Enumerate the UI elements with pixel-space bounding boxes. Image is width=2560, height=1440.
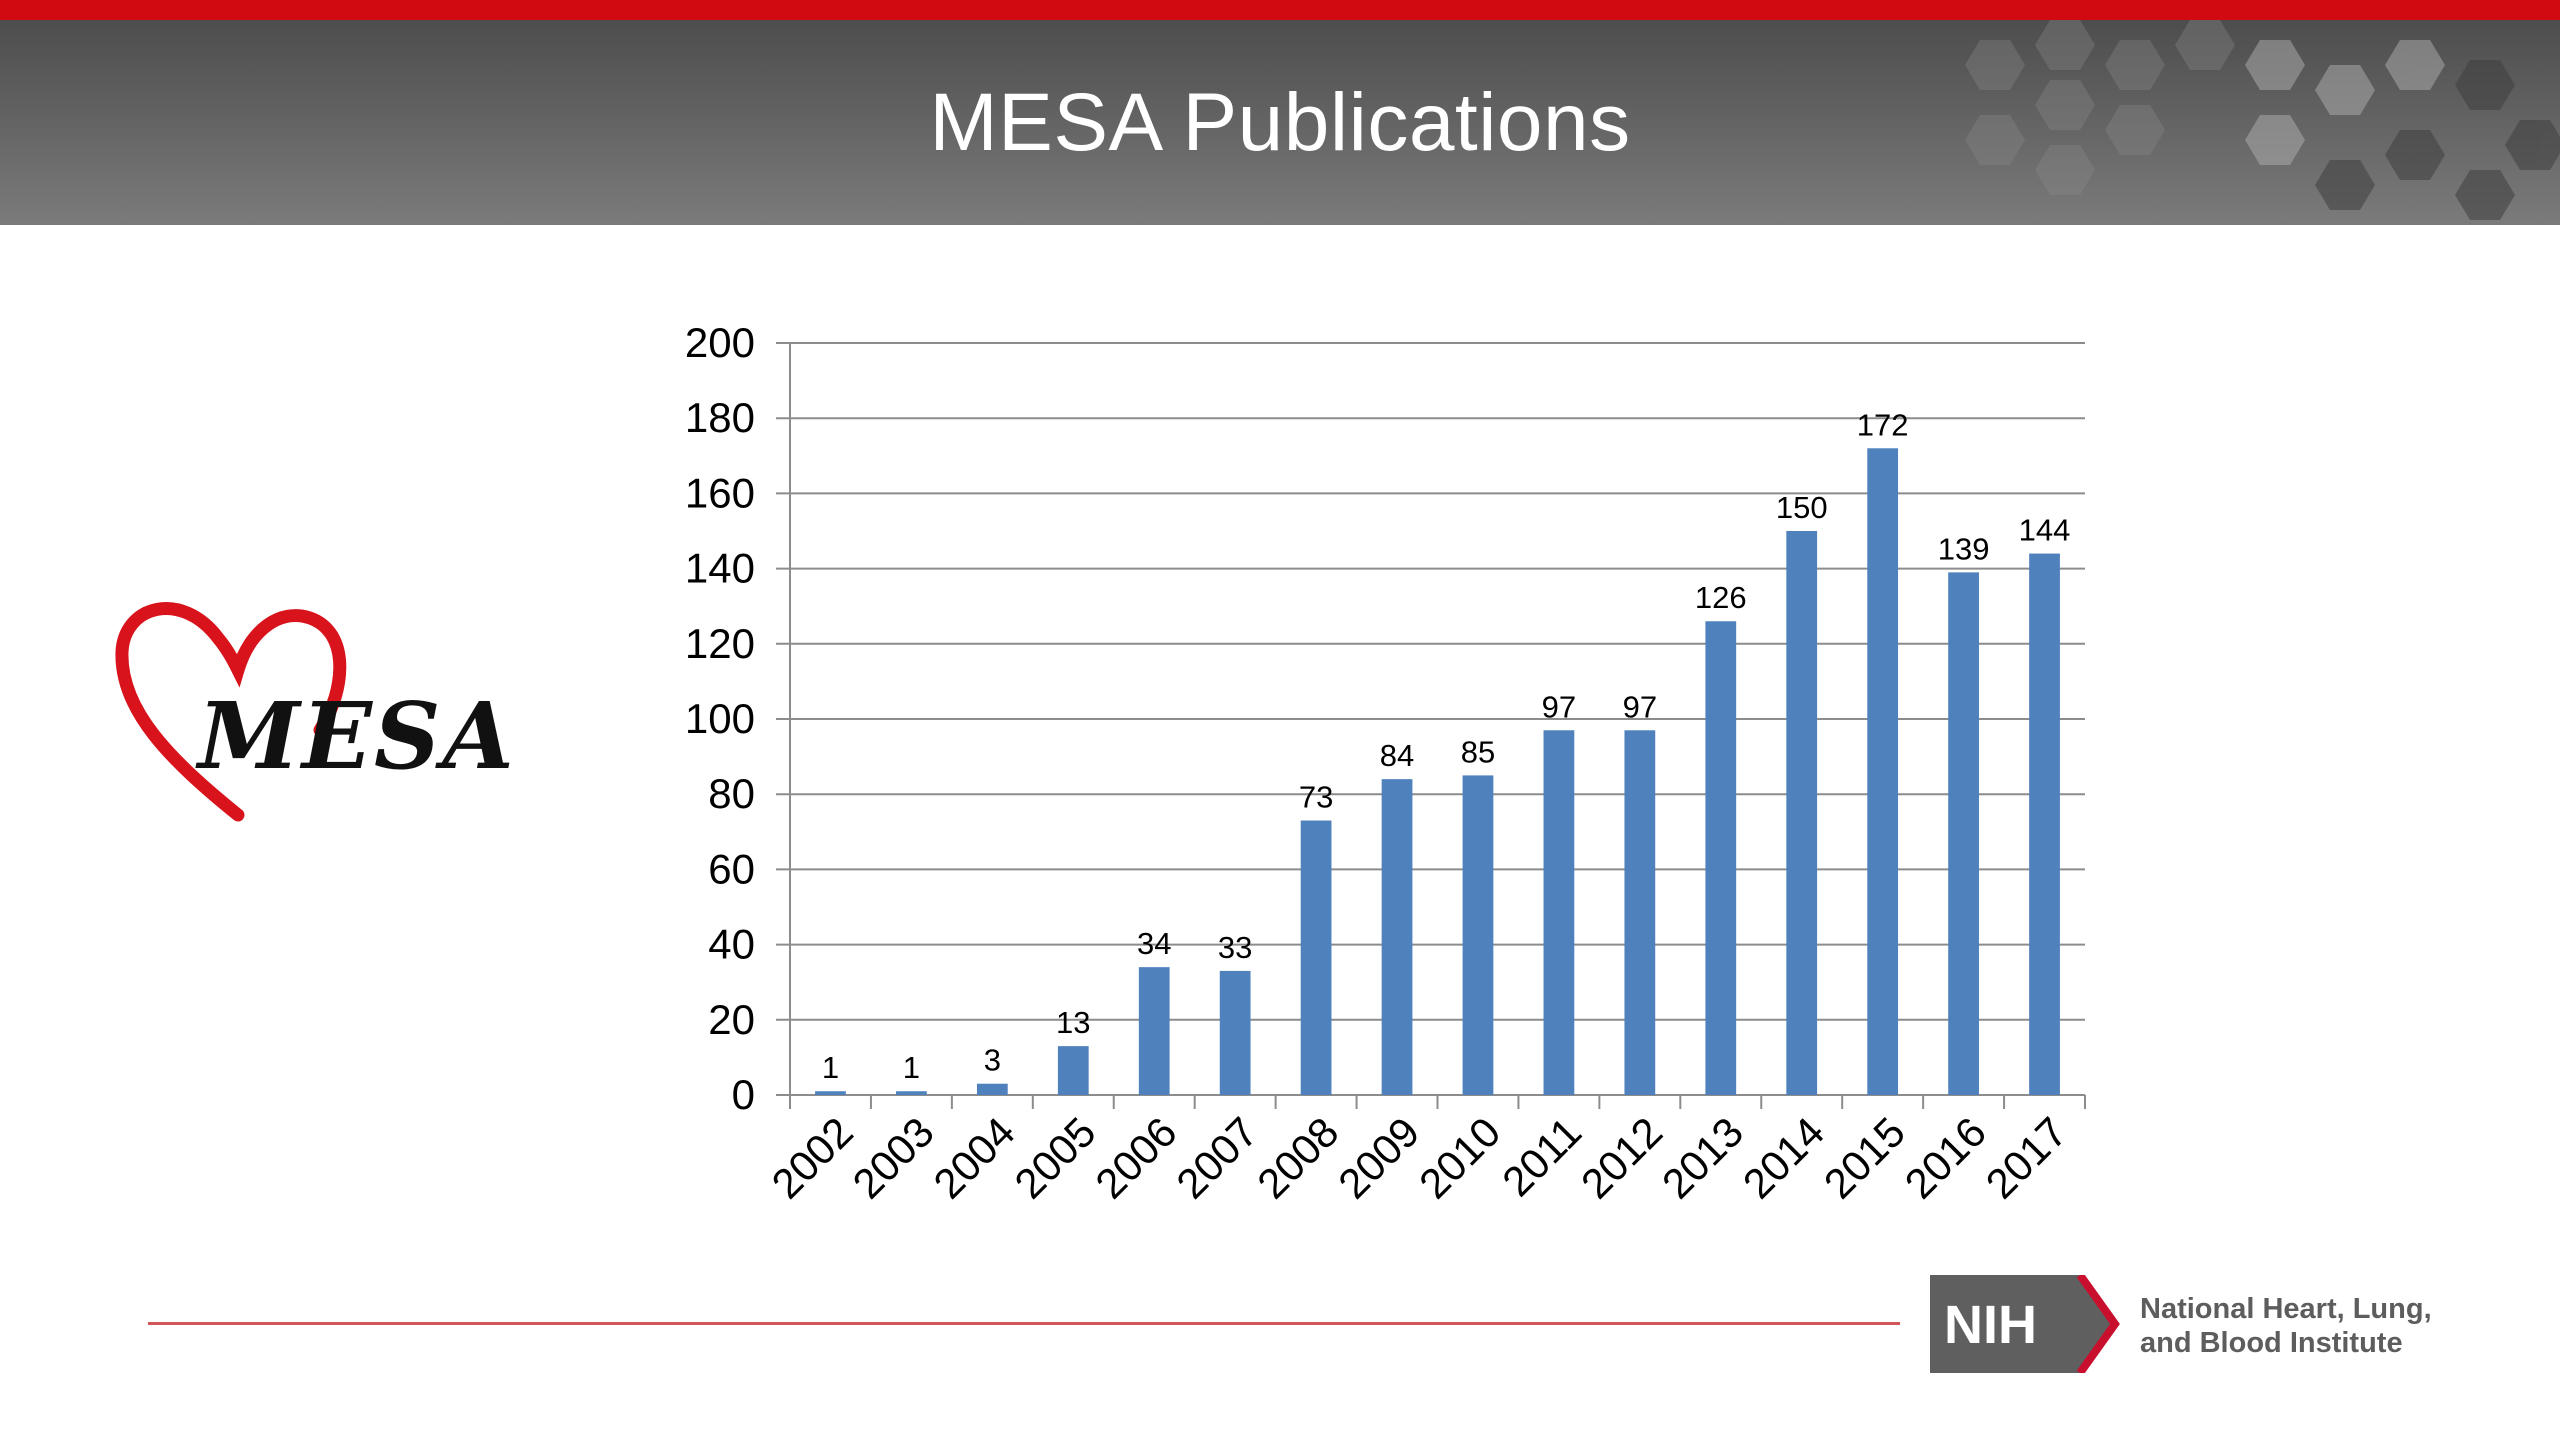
mesa-logo-text: MESA: [195, 682, 510, 790]
y-tick-label: 200: [685, 319, 755, 366]
x-tick-label: 2007: [1167, 1108, 1266, 1207]
bar: [896, 1091, 927, 1095]
institute-name: National Heart, Lung, and Blood Institut…: [2140, 1292, 2500, 1360]
y-tick-label: 60: [708, 845, 755, 892]
data-label: 144: [2019, 513, 2071, 548]
bars: [815, 448, 2060, 1095]
bar: [1462, 775, 1494, 1095]
data-label: 13: [1056, 1005, 1090, 1040]
data-label: 3: [984, 1043, 1001, 1078]
bar: [1057, 1046, 1089, 1095]
data-label: 139: [1938, 531, 1990, 566]
data-label: 172: [1857, 407, 1909, 442]
y-tick-label: 40: [708, 921, 755, 968]
bar: [1867, 448, 1899, 1095]
y-tick-labels: 0 20 40 60 80 100 120 140 160 180 200: [685, 319, 755, 1118]
x-tick-label: 2016: [1896, 1108, 1995, 1207]
x-tick-label: 2005: [1005, 1108, 1104, 1207]
bar: [1705, 621, 1737, 1095]
bar: [976, 1083, 1008, 1095]
slide-header: MESA Publications: [0, 20, 2560, 225]
institute-name-line-2: and Blood Institute: [2140, 1327, 2403, 1359]
mesa-logo: MESA: [115, 602, 510, 822]
x-tick-label: 2002: [763, 1108, 862, 1207]
data-label: 97: [1623, 689, 1657, 724]
y-tick-label: 140: [685, 545, 755, 592]
bar: [1138, 967, 1170, 1095]
data-label: 73: [1299, 780, 1333, 815]
heart-icon: [115, 602, 347, 822]
nih-logo: NIH: [1930, 1275, 2120, 1373]
x-tick-label: 2006: [1086, 1108, 1185, 1207]
hexagon-pattern: [1965, 20, 2560, 220]
bar: [1543, 730, 1575, 1095]
bar: [1948, 572, 1979, 1095]
bar: [1624, 730, 1656, 1095]
x-tick-label: 2015: [1815, 1108, 1914, 1207]
x-tick-label: 2012: [1572, 1108, 1671, 1207]
slide-title: MESA Publications: [929, 76, 1631, 168]
x-tick-label: 2003: [843, 1108, 942, 1207]
y-tick-label: 120: [685, 620, 755, 667]
nih-badge-text: NIH: [1944, 1295, 2037, 1355]
data-label: 1: [903, 1050, 920, 1085]
bar: [1786, 531, 1818, 1095]
bar: [1219, 970, 1251, 1095]
data-label: 34: [1137, 926, 1171, 961]
data-label: 150: [1776, 490, 1828, 525]
y-tick-label: 100: [685, 695, 755, 742]
data-label: 126: [1695, 580, 1747, 615]
institute-name-line-1: National Heart, Lung,: [2140, 1293, 2432, 1325]
bar: [1381, 779, 1413, 1095]
x-tick-label: 2009: [1329, 1108, 1428, 1207]
x-tick-label: 2014: [1734, 1108, 1833, 1207]
y-tick-label: 180: [685, 394, 755, 441]
top-accent-bar: [0, 0, 2560, 20]
y-tick-label: 160: [685, 469, 755, 516]
y-tick-label: 0: [732, 1071, 755, 1118]
nih-badge-shape: [1930, 1275, 2115, 1373]
bar: [2029, 553, 2060, 1095]
x-tick-label: 2004: [924, 1108, 1023, 1207]
x-tick-label: 2017: [1977, 1108, 2076, 1207]
x-tick-label: 2013: [1653, 1108, 1752, 1207]
data-label: 85: [1461, 734, 1495, 769]
nih-chevron-icon: [2076, 1275, 2120, 1373]
x-tick-label: 2010: [1410, 1108, 1509, 1207]
x-tick-label: 2008: [1248, 1108, 1347, 1207]
bar: [1300, 820, 1332, 1095]
data-label: 1: [822, 1050, 839, 1085]
x-tick-label: 2011: [1493, 1108, 1590, 1205]
data-label: 33: [1218, 930, 1252, 965]
data-label: 97: [1542, 689, 1576, 724]
x-tick-labels: 2002200320042005200620072008200920102011…: [763, 1108, 2076, 1207]
y-tick-label: 20: [708, 996, 755, 1043]
bar: [815, 1091, 846, 1095]
y-tick-label: 80: [708, 770, 755, 817]
footer-divider: [148, 1322, 1900, 1325]
data-label: 84: [1380, 738, 1414, 773]
